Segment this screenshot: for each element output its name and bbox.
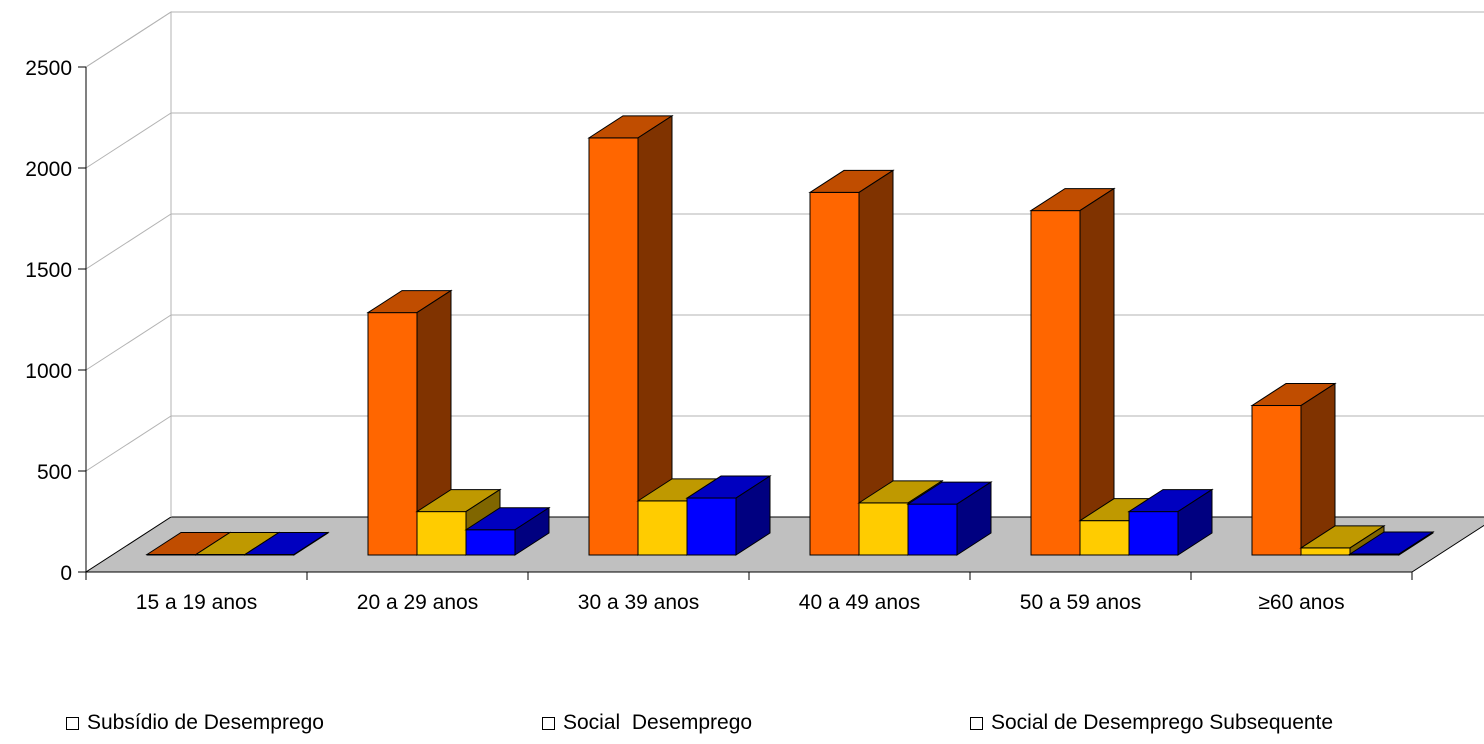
bar-front (367, 312, 418, 556)
bar-subsequente (1127, 488, 1214, 556)
y-tick-label: 0 (60, 562, 72, 585)
axes (78, 66, 1413, 580)
gridline (85, 11, 1484, 68)
gridline (85, 213, 1484, 270)
y-tick-label: 1500 (25, 259, 72, 282)
legend-swatch-blue-icon (970, 716, 983, 730)
x-tick-label: 20 a 29 anos (357, 591, 478, 614)
bar-side (293, 531, 329, 556)
bar-side (1398, 531, 1434, 556)
bar-side (956, 481, 992, 556)
x-tick-label: 40 a 49 anos (799, 591, 920, 614)
x-tick-label: 50 a 59 anos (1020, 591, 1141, 614)
bar-front (686, 497, 737, 556)
x-tick-label: 15 a 19 anos (136, 591, 257, 614)
side-wall (85, 11, 172, 573)
bar-front (1079, 520, 1130, 556)
bar-front (1251, 405, 1302, 556)
bar-subsequente (1348, 531, 1435, 556)
bar-subsidio (366, 289, 453, 556)
bar-front (1030, 210, 1081, 556)
bar-subsequente (906, 481, 993, 556)
bar-subsequente (243, 531, 330, 556)
legend-swatch-orange-icon (66, 716, 79, 730)
y-tick-label: 500 (37, 461, 72, 484)
gridlines (85, 11, 1484, 517)
bar-subsequente (685, 475, 772, 556)
bar-subsidio (1250, 382, 1337, 556)
bar-subsidio (808, 169, 895, 556)
bar-subsidio (1029, 187, 1116, 556)
bar-side (1079, 187, 1115, 556)
bar-subsequente (464, 506, 551, 556)
legend-item-subsequente: Social de Desemprego Subsequente (970, 711, 1333, 735)
bar-social (1299, 525, 1386, 556)
legend-item-subsidio: Subsídio de Desemprego (66, 711, 324, 735)
bar-front (858, 502, 909, 556)
bar-front (1128, 511, 1179, 556)
bar-subsidio (587, 114, 674, 556)
x-tick-label: ≥60 anos (1258, 591, 1344, 614)
bars (145, 114, 1435, 556)
bar-front (809, 191, 860, 556)
bar-side (514, 506, 550, 556)
bar-side (1177, 488, 1213, 556)
bar-front (637, 500, 688, 556)
bar-front (416, 511, 467, 556)
legend-item-social: Social Desemprego (542, 711, 752, 735)
legend-swatch-yellow-icon (542, 716, 555, 730)
y-tick-label: 1000 (25, 360, 72, 383)
bar-front (465, 529, 516, 556)
bar-front (1300, 547, 1351, 556)
gridline (85, 112, 1484, 169)
bar-side (735, 475, 771, 556)
bar-front (588, 137, 639, 556)
gridline (85, 314, 1484, 371)
bar-front (907, 503, 958, 556)
axis-labels: 0 500 1000 1500 2000 2500 15 a 19 anos 20 a 29 … (25, 57, 1344, 614)
y-tick-label: 2500 (25, 57, 72, 80)
legend-label: Social Desemprego (563, 711, 753, 734)
legend-label: Subsídio de Desemprego (87, 711, 324, 734)
x-tick-label: 30 a 39 anos (578, 591, 699, 614)
y-tick-label: 2000 (25, 158, 72, 181)
legend-label: Social de Desemprego Subsequente (991, 711, 1334, 734)
